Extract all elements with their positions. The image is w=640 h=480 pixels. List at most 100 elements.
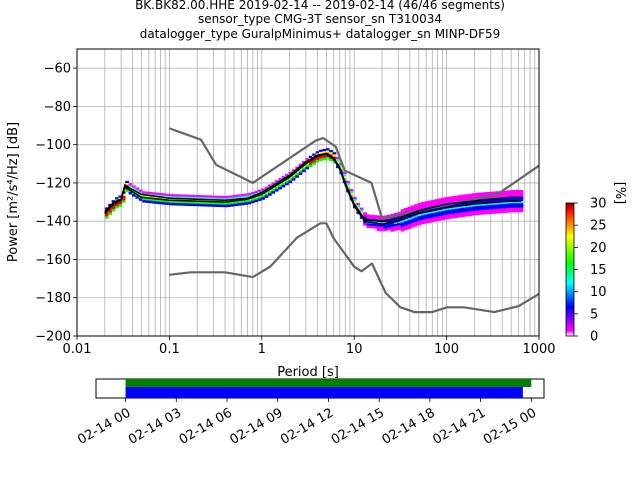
density-cell: [251, 200, 255, 204]
density-cell: [176, 203, 180, 206]
density-cell: [285, 173, 289, 177]
density-cell: [444, 210, 449, 213]
density-cell: [319, 149, 323, 153]
new-high-noise-model-line: [169, 127, 539, 220]
density-cell: [128, 185, 133, 188]
density-cell: [478, 205, 483, 209]
density-cell: [451, 207, 456, 210]
density-cell: [519, 201, 524, 204]
density-cell: [506, 194, 510, 198]
density-cell: [489, 204, 493, 208]
density-cell: [492, 206, 497, 210]
density-cell: [451, 204, 456, 208]
density-cell: [478, 201, 483, 204]
density-cell: [213, 195, 218, 199]
density-cell: [251, 191, 255, 195]
density-cell: [424, 201, 429, 204]
density-cell: [189, 196, 194, 200]
density-cell: [427, 202, 432, 206]
density-cell: [502, 206, 507, 209]
density-cell: [278, 178, 282, 181]
density-cell: [431, 202, 435, 205]
density-cell: [240, 202, 245, 206]
density-cell: [346, 183, 350, 186]
density-cell: [285, 180, 289, 184]
density-cell: [455, 195, 459, 199]
density-cell: [193, 194, 197, 198]
density-cell: [516, 198, 520, 202]
density-cell: [427, 213, 432, 217]
density-cell: [312, 160, 316, 163]
density-cell: [397, 227, 401, 230]
density-cell: [407, 219, 412, 223]
density-cell: [417, 222, 422, 226]
psd-density: [104, 148, 524, 232]
density-cell: [512, 198, 517, 202]
density-cell: [189, 201, 194, 204]
density-cell: [152, 201, 157, 204]
density-cell: [312, 162, 316, 165]
density-cell: [519, 207, 524, 211]
y-tick-label: −80: [44, 100, 71, 115]
density-cell: [499, 193, 503, 196]
density-cell: [111, 204, 116, 208]
density-cell: [196, 201, 201, 205]
density-cell: [332, 161, 337, 164]
density-cell: [397, 225, 401, 228]
density-cell: [461, 212, 466, 215]
density-cell: [257, 189, 262, 193]
density-cell: [329, 149, 333, 153]
density-cell: [407, 226, 412, 229]
density-cell: [485, 209, 490, 213]
density-cell: [291, 178, 296, 181]
density-cell: [223, 198, 228, 201]
density-cell: [166, 202, 170, 206]
density-cell: [230, 195, 235, 198]
density-cell: [332, 152, 337, 155]
density-cell: [451, 211, 456, 214]
density-cell: [472, 210, 476, 214]
density-cell: [291, 175, 296, 179]
density-cell: [465, 209, 469, 213]
density-cell: [210, 197, 214, 201]
density-cell: [404, 221, 408, 224]
density-cell: [475, 195, 480, 198]
density-cell: [516, 209, 520, 213]
density-cell: [370, 214, 374, 218]
timeline-tick-label: 02-14 15: [329, 406, 387, 448]
density-cell: [499, 204, 503, 207]
density-cell: [417, 220, 422, 223]
density-cell: [465, 205, 469, 208]
density-cell: [138, 189, 143, 192]
density-cell: [414, 217, 418, 220]
density-cell: [176, 196, 180, 199]
timeline-tick-label: 02-14 03: [126, 406, 184, 448]
density-cell: [455, 213, 459, 216]
density-cell: [448, 211, 452, 215]
density-cell: [393, 223, 398, 227]
density-cell: [329, 158, 333, 162]
density-cell: [339, 167, 344, 170]
density-cell: [495, 195, 500, 199]
density-cell: [380, 228, 384, 232]
density-cell: [451, 196, 456, 199]
density-cell: [431, 213, 435, 216]
density-cell: [234, 194, 238, 198]
density-cell: [478, 210, 483, 213]
density-cell: [149, 198, 153, 202]
density-cell: [472, 195, 476, 198]
chart-title-line-1: BK.BK82.00.HHE 2019-02-14 -- 2019-02-14 …: [135, 0, 505, 12]
density-cell: [438, 200, 442, 204]
density-cell: [427, 200, 432, 204]
timeline-tick-label: 02-14 21: [430, 406, 488, 448]
density-cell: [431, 204, 435, 207]
density-cell: [353, 197, 357, 200]
density-cell: [482, 207, 486, 211]
density-cell: [421, 221, 425, 225]
density-cell: [237, 200, 242, 204]
density-cell: [519, 190, 524, 193]
density-cell: [509, 190, 514, 193]
density-cell: [213, 202, 218, 205]
density-cell: [444, 208, 449, 211]
density-cell: [458, 197, 463, 200]
